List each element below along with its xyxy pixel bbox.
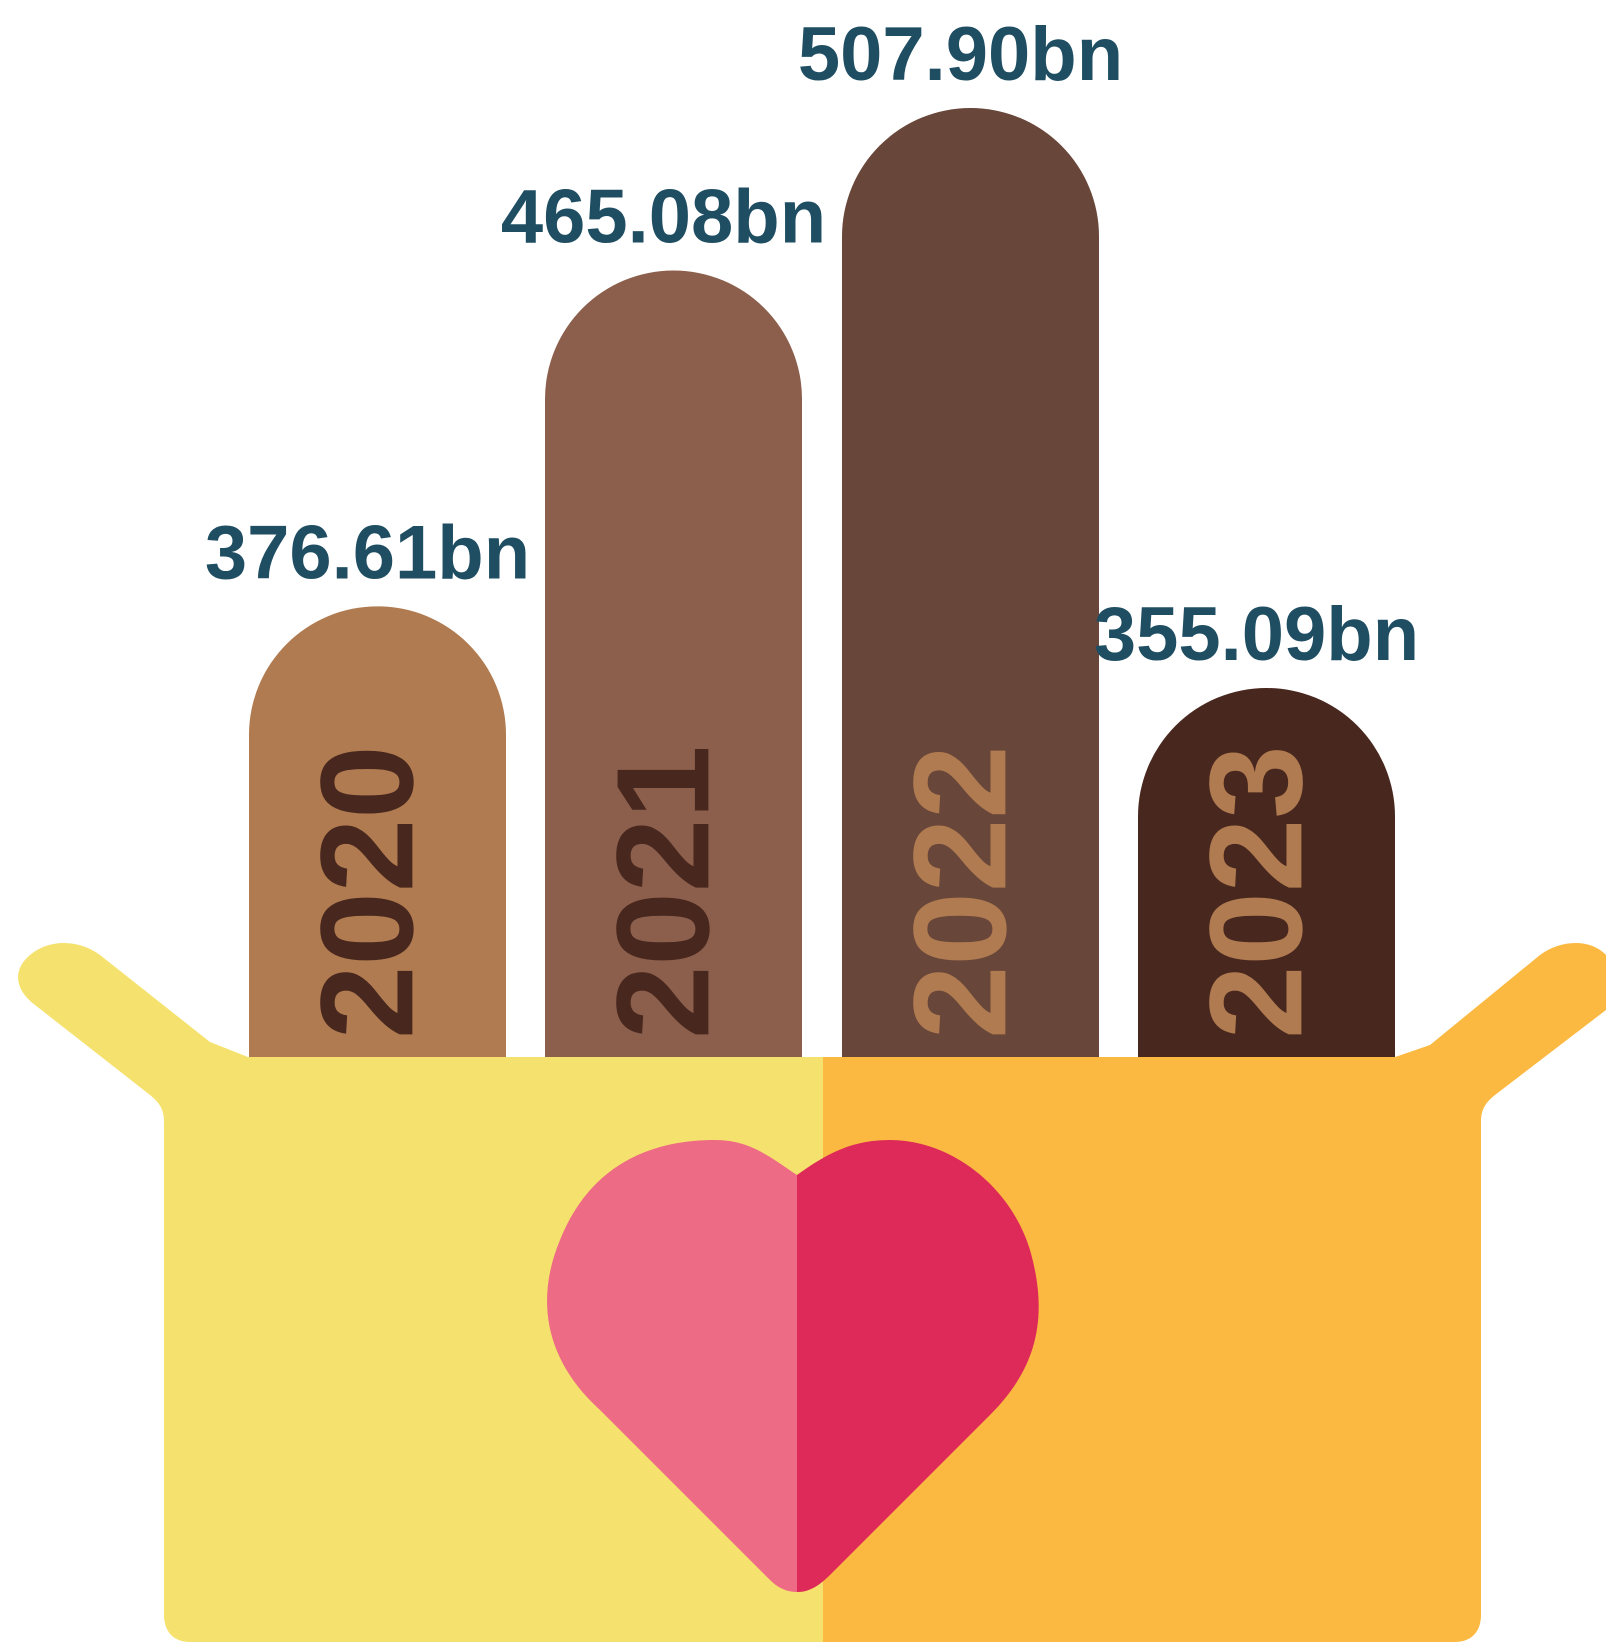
category-label: 2021 <box>589 745 736 1039</box>
bar <box>249 606 506 1057</box>
value-label: 507.90bn <box>798 12 1123 97</box>
box <box>18 942 1606 1642</box>
box-left <box>18 942 823 1642</box>
bars: 2020 376.61bn 2021 465.08bn 2022 507.90bn 2023… <box>205 12 1419 1058</box>
heart-left <box>547 1140 797 1592</box>
box-right <box>823 942 1606 1642</box>
value-label: 355.09bn <box>1094 592 1419 677</box>
bar <box>842 108 1099 1058</box>
value-label: 376.61bn <box>205 510 530 595</box>
category-label: 2022 <box>886 745 1033 1039</box>
category-label: 2020 <box>293 745 440 1039</box>
value-label: 465.08bn <box>501 175 826 260</box>
heart-right <box>797 1140 1039 1592</box>
bar <box>545 270 802 1057</box>
category-label: 2023 <box>1182 745 1329 1039</box>
bar <box>1138 688 1395 1057</box>
